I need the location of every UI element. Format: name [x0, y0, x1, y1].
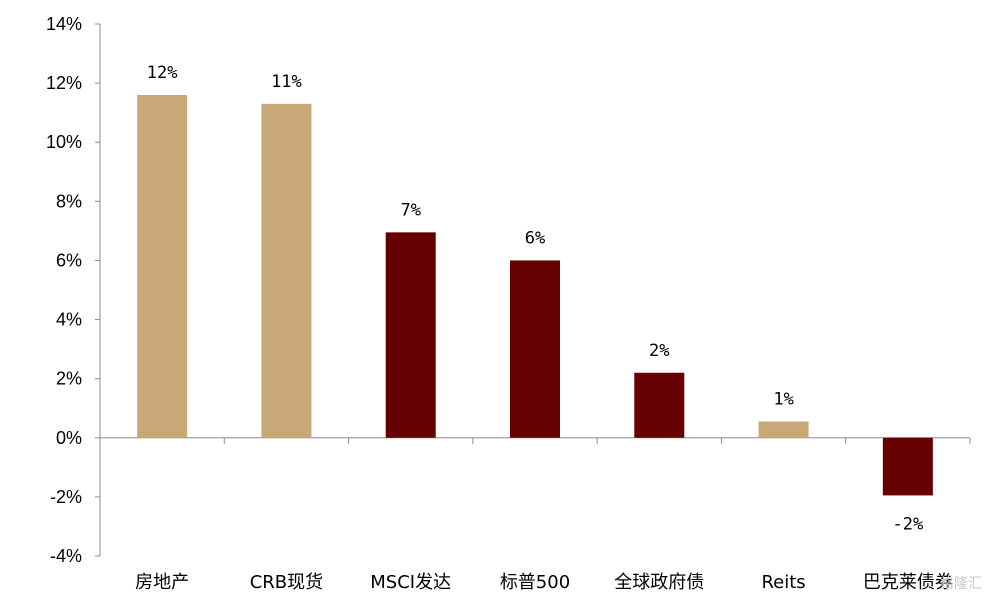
y-tick-label: 0%: [56, 428, 82, 448]
category-label: Reits: [761, 572, 805, 593]
y-tick-label: 14%: [46, 14, 82, 34]
category-label: 巴克莱债券: [863, 572, 953, 593]
y-axis: -4% -2% 0% 2% 4% 6% 8% 10% 12% 14%: [46, 14, 101, 566]
y-tick-label: 4%: [56, 310, 82, 330]
data-label: 7%: [400, 200, 420, 220]
y-tick-label: 10%: [46, 132, 82, 152]
bar: [137, 94, 188, 438]
data-label: 1%: [773, 390, 793, 410]
data-label: -2%: [892, 514, 923, 534]
y-tick-label: 2%: [56, 369, 82, 389]
bars: [137, 94, 933, 496]
data-label: 11%: [271, 72, 302, 92]
bar: [758, 421, 809, 438]
y-tick-label: 12%: [46, 73, 82, 93]
bar: [882, 437, 933, 496]
y-tick-label: 6%: [56, 250, 82, 270]
watermark: 格隆汇: [940, 576, 982, 592]
bar: [261, 103, 312, 438]
category-label: MSCI发达: [370, 572, 451, 593]
category-labels: 房地产 CRB现货 MSCI发达 标普500 全球政府债 Reits 巴克莱债券: [135, 572, 953, 593]
data-label: 2%: [649, 341, 669, 361]
category-label: 房地产: [135, 572, 189, 593]
y-tick-label: -2%: [50, 487, 82, 507]
data-label: 6%: [525, 228, 545, 248]
category-label: 标普500: [500, 572, 570, 593]
category-label: 全球政府债: [614, 572, 704, 593]
bar: [634, 372, 685, 438]
data-labels: 12% 11% 7% 6% 2% 1% -2%: [147, 63, 923, 534]
bar: [385, 232, 436, 438]
category-label: CRB现货: [250, 572, 323, 593]
data-label: 12%: [147, 63, 178, 83]
y-tick-label: 8%: [56, 191, 82, 211]
bar: [510, 260, 560, 438]
x-axis: [100, 437, 971, 444]
y-tick-label: -4%: [50, 546, 82, 566]
